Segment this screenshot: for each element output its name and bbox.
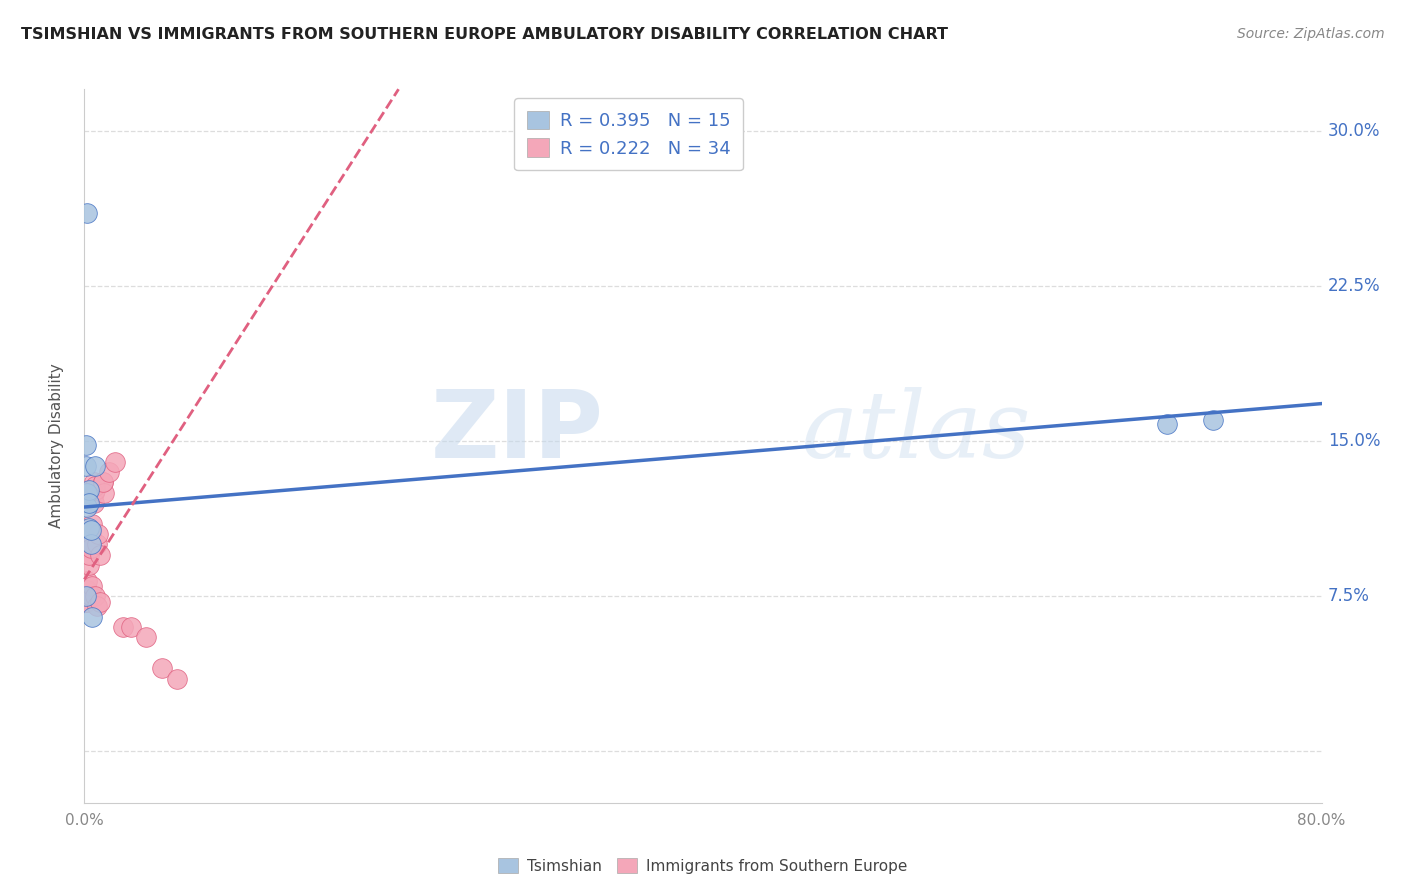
Text: atlas: atlas	[801, 387, 1032, 476]
Text: 15.0%: 15.0%	[1327, 432, 1381, 450]
Text: ZIP: ZIP	[432, 385, 605, 478]
Point	[83, 475, 105, 490]
Point	[77, 496, 100, 510]
Point	[76, 485, 98, 500]
Point	[75, 438, 97, 452]
Point	[84, 589, 107, 603]
Point	[79, 589, 101, 603]
Point	[75, 589, 97, 603]
Point	[83, 485, 105, 500]
Y-axis label: Ambulatory Disability: Ambulatory Disability	[49, 364, 63, 528]
Text: 7.5%: 7.5%	[1327, 587, 1369, 605]
Point	[1156, 417, 1178, 432]
Point	[76, 500, 98, 514]
Point	[93, 485, 115, 500]
Point	[77, 483, 100, 498]
Point	[86, 537, 108, 551]
Point	[104, 454, 127, 468]
Text: TSIMSHIAN VS IMMIGRANTS FROM SOUTHERN EUROPE AMBULATORY DISABILITY CORRELATION C: TSIMSHIAN VS IMMIGRANTS FROM SOUTHERN EU…	[21, 27, 948, 42]
Point	[75, 595, 97, 609]
Point	[1202, 413, 1225, 427]
Point	[86, 599, 108, 614]
Point	[82, 609, 104, 624]
Point	[112, 620, 135, 634]
Point	[79, 541, 101, 556]
Point	[75, 589, 97, 603]
Point	[135, 630, 157, 644]
Point	[77, 537, 100, 551]
Point	[91, 475, 114, 490]
Point	[98, 465, 121, 479]
Point	[75, 595, 97, 609]
Point	[82, 579, 104, 593]
Point	[120, 620, 142, 634]
Text: 22.5%: 22.5%	[1327, 277, 1381, 294]
Point	[84, 483, 107, 498]
Point	[75, 458, 97, 473]
Point	[89, 595, 111, 609]
Point	[150, 661, 173, 675]
Point	[76, 206, 98, 220]
Point	[89, 548, 111, 562]
Point	[77, 558, 100, 572]
Legend: R = 0.395   N = 15, R = 0.222   N = 34: R = 0.395 N = 15, R = 0.222 N = 34	[515, 98, 742, 170]
Point	[166, 672, 188, 686]
Point	[82, 516, 104, 531]
Point	[77, 548, 100, 562]
Point	[83, 496, 105, 510]
Text: 30.0%: 30.0%	[1327, 121, 1381, 139]
Point	[79, 523, 101, 537]
Text: Source: ZipAtlas.com: Source: ZipAtlas.com	[1237, 27, 1385, 41]
Point	[76, 582, 98, 597]
Point	[84, 479, 107, 493]
Point	[76, 574, 98, 589]
Legend: Tsimshian, Immigrants from Southern Europe: Tsimshian, Immigrants from Southern Euro…	[492, 852, 914, 880]
Point	[79, 527, 101, 541]
Point	[84, 458, 107, 473]
Point	[79, 537, 101, 551]
Point	[91, 475, 114, 490]
Point	[77, 521, 100, 535]
Point	[87, 527, 110, 541]
